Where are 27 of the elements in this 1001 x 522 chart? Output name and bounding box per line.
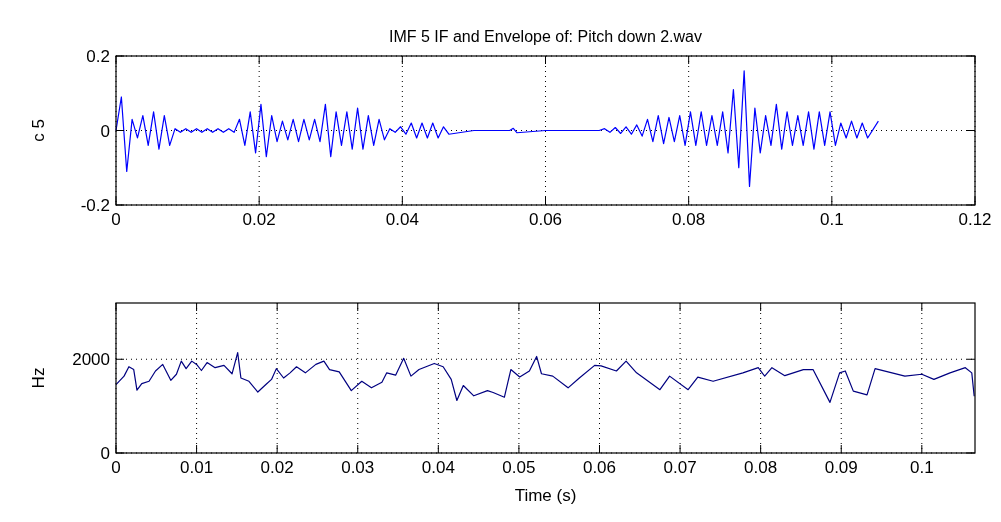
- x-tick-label: 0.1: [820, 210, 844, 229]
- x-tick-label: 0.06: [528, 210, 563, 229]
- x-tick-label: 0.02: [260, 458, 294, 477]
- chart-title: IMF 5 IF and Envelope of: Pitch down 2.wav: [388, 28, 703, 45]
- y-tick-label: -0.2: [80, 196, 110, 215]
- y-tick-label: 0.2: [86, 47, 110, 66]
- x-tick-label: 0.07: [663, 458, 697, 477]
- x-tick-label: 0.03: [341, 458, 375, 477]
- x-tick-label: 0.01: [180, 458, 214, 477]
- y-axis-title: Hz: [29, 367, 48, 389]
- x-tick-label: 0.02: [242, 210, 276, 229]
- x-tick-label: 0.04: [421, 458, 455, 477]
- x-tick-label: 0.05: [502, 458, 536, 477]
- x-tick-label: 0.1: [910, 458, 934, 477]
- y-tick-label: 2000: [72, 350, 110, 370]
- x-axis-title: Time (s): [514, 486, 577, 505]
- x-tick-label: 0.12: [958, 210, 992, 229]
- x-tick-label: 0.06: [582, 458, 617, 477]
- line-series: [115, 352, 975, 403]
- x-tick-label: 0.04: [385, 210, 419, 229]
- x-tick-label: 0.09: [824, 458, 858, 477]
- y-tick-label: 0: [100, 444, 110, 463]
- y-axis-title: c 5: [29, 119, 48, 142]
- y-tick-label: 0: [100, 121, 110, 141]
- x-tick-label: 0.08: [744, 458, 778, 477]
- x-tick-label: 0.08: [672, 210, 706, 229]
- line-series: [115, 70, 879, 187]
